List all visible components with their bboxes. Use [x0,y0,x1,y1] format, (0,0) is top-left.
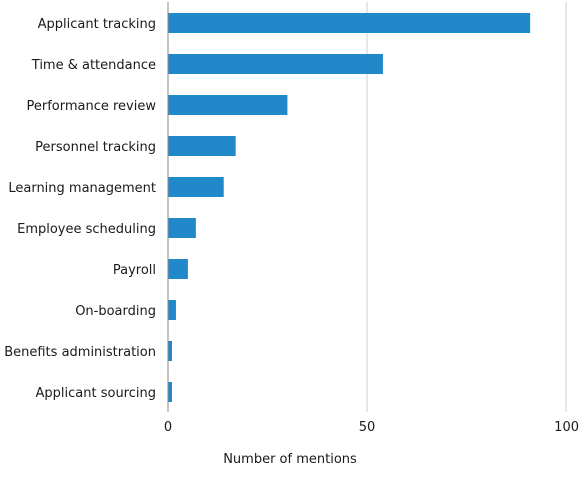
category-label: Payroll [113,263,156,278]
category-labels: Applicant tracking Time & attendance Perfo… [4,17,156,401]
category-label: Time & attendance [31,58,156,73]
bar-2 [168,54,383,74]
x-tick-label: 50 [359,420,376,435]
x-tick-label: 100 [554,420,579,435]
category-label: Employee scheduling [17,222,156,237]
category-label: Applicant tracking [38,17,156,32]
bar-9 [168,341,172,361]
category-label: Benefits administration [4,345,156,360]
bar-6 [168,218,196,238]
bar-7 [168,259,188,279]
category-label: Performance review [26,99,156,114]
bar-1 [168,13,531,33]
bar-5 [168,177,224,197]
x-tick-labels: 0 50 100 [164,420,579,435]
bars [168,13,531,402]
bar-8 [168,300,176,320]
category-label: On-boarding [75,304,156,319]
bar-10 [168,382,172,402]
gridlines [366,2,567,412]
category-label: Personnel tracking [35,140,156,155]
category-label: Learning management [8,181,156,196]
x-tick-label: 0 [164,420,172,435]
category-label: Applicant sourcing [36,386,156,401]
bar-4 [168,136,236,156]
x-axis-title: Number of mentions [223,452,357,467]
bar-3 [168,95,288,115]
